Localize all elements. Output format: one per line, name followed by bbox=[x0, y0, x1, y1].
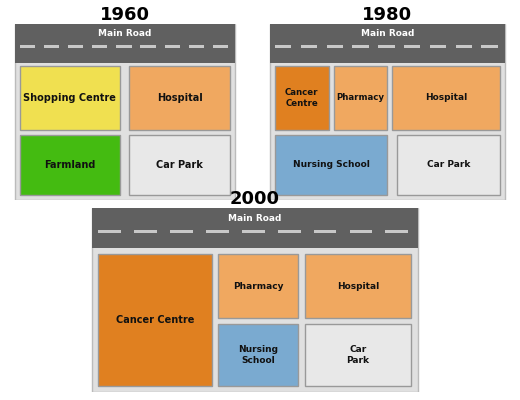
Bar bbox=[68, 45, 83, 48]
Bar bbox=[15, 24, 235, 63]
Bar bbox=[44, 45, 59, 48]
Bar bbox=[206, 230, 229, 233]
Bar bbox=[275, 135, 387, 195]
Bar bbox=[164, 45, 180, 48]
Text: Car Park: Car Park bbox=[427, 160, 470, 169]
Text: Hospital: Hospital bbox=[337, 282, 379, 291]
Bar bbox=[385, 230, 408, 233]
Text: Farmland: Farmland bbox=[44, 160, 96, 170]
Bar bbox=[92, 208, 418, 248]
Bar bbox=[275, 66, 329, 130]
Bar bbox=[20, 135, 120, 195]
Bar bbox=[392, 66, 500, 130]
Bar bbox=[129, 135, 230, 195]
Bar bbox=[218, 324, 298, 386]
Bar bbox=[378, 45, 395, 48]
Text: Shopping Centre: Shopping Centre bbox=[23, 93, 116, 103]
Text: Main Road: Main Road bbox=[228, 214, 281, 223]
Text: Main Road: Main Road bbox=[361, 29, 414, 38]
Bar bbox=[456, 45, 472, 48]
Bar bbox=[134, 230, 157, 233]
Text: Nursing
School: Nursing School bbox=[238, 346, 278, 365]
Bar bbox=[275, 45, 291, 48]
Bar bbox=[301, 45, 317, 48]
Bar bbox=[20, 45, 35, 48]
Text: Cancer
Centre: Cancer Centre bbox=[285, 88, 319, 108]
Bar bbox=[213, 45, 228, 48]
Text: Main Road: Main Road bbox=[98, 29, 151, 38]
Text: Nursing School: Nursing School bbox=[293, 160, 370, 169]
Bar bbox=[349, 230, 372, 233]
Text: Pharmacy: Pharmacy bbox=[336, 94, 384, 102]
Title: 2000: 2000 bbox=[230, 190, 280, 208]
Bar bbox=[20, 66, 120, 130]
Bar bbox=[270, 24, 505, 63]
Bar bbox=[92, 45, 108, 48]
Bar bbox=[170, 230, 193, 233]
Bar bbox=[334, 66, 387, 130]
Bar bbox=[218, 254, 298, 318]
Bar bbox=[327, 45, 343, 48]
Text: Car
Park: Car Park bbox=[346, 346, 370, 365]
Text: Cancer Centre: Cancer Centre bbox=[116, 315, 194, 325]
Title: 1960: 1960 bbox=[100, 6, 150, 24]
Bar bbox=[404, 45, 421, 48]
Bar bbox=[129, 66, 230, 130]
Text: Hospital: Hospital bbox=[157, 93, 203, 103]
Bar bbox=[430, 45, 446, 48]
Text: Hospital: Hospital bbox=[425, 94, 467, 102]
Bar bbox=[482, 45, 498, 48]
Bar bbox=[98, 254, 212, 386]
Text: Car Park: Car Park bbox=[157, 160, 203, 170]
Text: Pharmacy: Pharmacy bbox=[233, 282, 283, 291]
Bar bbox=[278, 230, 301, 233]
Bar bbox=[242, 230, 265, 233]
Bar bbox=[305, 324, 411, 386]
Bar bbox=[314, 230, 336, 233]
Bar bbox=[189, 45, 204, 48]
Bar bbox=[98, 230, 121, 233]
Bar bbox=[397, 135, 500, 195]
Bar bbox=[305, 254, 411, 318]
Bar bbox=[116, 45, 132, 48]
Bar bbox=[353, 45, 369, 48]
Bar bbox=[140, 45, 155, 48]
Title: 1980: 1980 bbox=[362, 6, 412, 24]
